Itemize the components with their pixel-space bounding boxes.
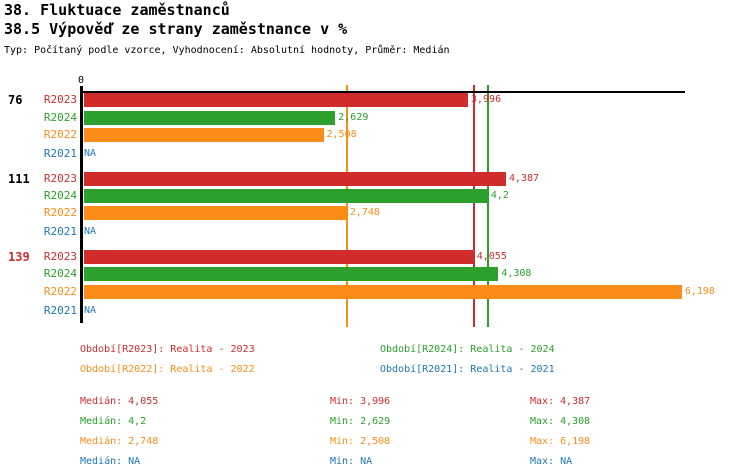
stat-median-r2024: Medián: 4,2 (80, 416, 147, 427)
value-axis-baseline (80, 86, 83, 323)
median-line-r2024 (486, 85, 489, 327)
series-label-r2022: R2022 (43, 128, 77, 142)
stat-median-r2023: Medián: 4,055 (80, 396, 159, 407)
bar-value-na-label: NA (84, 226, 97, 238)
series-label-r2023: R2023 (43, 250, 77, 263)
page-title: 38. Fluktuace zaměstnanců (4, 1, 230, 19)
series-label-r2022: R2022 (43, 284, 77, 298)
series-label-r2021: R2021 (43, 225, 77, 239)
stat-max-r2022: Max: 6,198 (530, 436, 591, 447)
stat-min-r2024: Min: 2,629 (330, 416, 391, 427)
stat-max-r2024: Max: 4,308 (530, 416, 591, 427)
bar-value-label: 4,2 (490, 190, 509, 202)
stat-min-r2022: Min: 2,508 (330, 436, 391, 447)
chart-subtitle: 38.5 Výpověď ze strany zaměstnance v % (4, 20, 348, 38)
bar-value-na-label: NA (84, 304, 97, 316)
series-label-r2024: R2024 (43, 110, 77, 124)
bar-r2024 (84, 189, 488, 204)
bar-value-label: 6,198 (684, 285, 715, 297)
bar-r2022 (84, 128, 324, 143)
bar-value-label: 4,308 (501, 268, 532, 280)
bar-r2024 (84, 267, 499, 282)
series-label-r2021: R2021 (43, 147, 77, 160)
bar-value-label: 2,508 (326, 129, 357, 141)
stat-max-r2021: Max: NA (530, 456, 573, 467)
median-line-r2023 (472, 85, 475, 327)
bar-value-label: 4,387 (508, 172, 540, 184)
legend-item-r2021: Období[R2021]: Realita - 2021 (380, 363, 555, 375)
bar-value-label: 4,055 (476, 251, 507, 262)
bar-value-label: 2,629 (338, 111, 369, 123)
chart-meta-line: Typ: Počítaný podle vzorce, Vyhodnocení:… (4, 45, 450, 56)
series-label-r2021: R2021 (43, 303, 77, 317)
bar-value-label: 3,996 (471, 94, 502, 106)
group-label-111: 111 (8, 171, 30, 186)
stat-min-r2023: Min: 3,996 (330, 396, 391, 407)
legend-item-r2024: Období[R2024]: Realita - 2024 (380, 344, 555, 355)
series-label-r2023: R2023 (43, 93, 77, 107)
legend-item-r2023: Období[R2023]: Realita - 2023 (80, 344, 255, 355)
bar-r2023 (84, 171, 506, 186)
series-label-r2023: R2023 (43, 171, 77, 185)
series-label-r2022: R2022 (43, 206, 77, 220)
axis-zero-label: 0 (77, 75, 85, 86)
bar-value-label: 2,748 (349, 207, 380, 219)
bar-r2024 (84, 110, 336, 125)
chart-top-rule (80, 91, 685, 93)
median-line-r2022 (345, 85, 348, 327)
bar-r2022 (84, 284, 682, 299)
stat-median-r2022: Medián: 2,748 (80, 436, 159, 447)
stat-median-r2021: Medián: NA (80, 456, 141, 467)
stat-max-r2023: Max: 4,387 (530, 396, 591, 407)
bar-value-na-label: NA (84, 148, 97, 159)
series-label-r2024: R2024 (43, 267, 77, 281)
group-label-139: 139 (8, 250, 30, 264)
series-label-r2024: R2024 (43, 189, 77, 203)
stat-min-r2021: Min: NA (330, 456, 373, 467)
legend-item-r2022: Období[R2022]: Realita - 2022 (80, 363, 255, 375)
group-label-76: 76 (8, 93, 23, 108)
bar-r2023 (84, 93, 468, 108)
bar-r2022 (84, 206, 347, 221)
bar-r2023 (84, 250, 474, 264)
